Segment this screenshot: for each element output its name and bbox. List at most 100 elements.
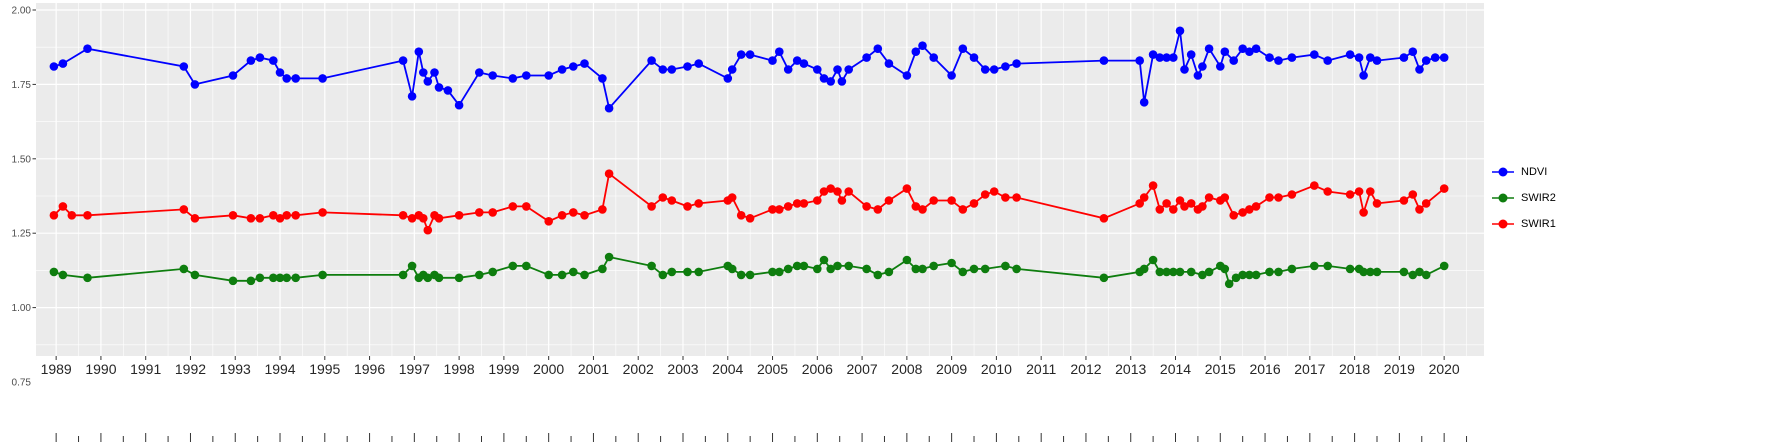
data-point-swir2 [873,270,883,280]
data-point-ndvi [291,74,301,83]
data-point-ndvi [1287,53,1297,62]
x-axis-label: 2005 [757,361,788,377]
data-point-swir1 [837,196,847,205]
data-point-ndvi [844,65,853,74]
x-axis-label: 2009 [936,361,967,377]
data-point-swir2 [423,273,433,283]
x-axis-label: 1996 [354,361,385,377]
data-point-ndvi [958,44,968,53]
data-point-ndvi [598,74,607,83]
data-point-ndvi [83,44,92,53]
x-axis-label: 1999 [488,361,519,377]
data-point-swir1 [423,225,433,235]
data-point-ndvi [980,65,990,74]
data-point-swir1 [488,208,498,217]
x-axis-label: 2014 [1160,361,1191,377]
data-point-ndvi [557,65,567,74]
data-point-ndvi [783,65,793,74]
data-point-swir1 [783,202,793,211]
data-point-swir1 [1238,208,1247,217]
data-point-swir1 [1265,193,1274,202]
data-point-swir1 [902,184,912,193]
data-point-swir1 [1099,214,1109,223]
data-point-swir2 [775,267,784,277]
data-point-ndvi [604,103,614,113]
data-point-swir1 [667,196,677,205]
data-point-swir2 [488,267,498,277]
data-point-swir2 [745,270,755,280]
x-axis-label: 2013 [1115,361,1146,377]
data-point-ndvi [902,71,912,80]
data-point-ndvi [398,56,408,65]
data-point-swir1 [1251,202,1261,211]
data-point-swir2 [1323,261,1332,271]
data-point-swir1 [407,214,417,223]
data-point-swir2 [833,261,842,271]
data-point-ndvi [488,71,498,80]
x-axis-label: 1995 [309,361,340,377]
data-point-ndvi [1220,47,1230,56]
data-point-swir1 [647,202,656,211]
data-point-swir1 [1372,199,1382,208]
data-point-swir2 [1148,255,1158,265]
data-point-swir2 [792,261,802,271]
data-point-swir1 [434,214,444,223]
data-point-swir2 [958,267,968,277]
data-point-swir2 [799,261,809,271]
data-point-ndvi [723,74,733,83]
x-axis-label: 1998 [444,361,475,377]
data-point-ndvi [1372,56,1382,65]
data-point-swir1 [1169,205,1178,214]
data-point-ndvi [414,47,424,56]
data-point-swir1 [1012,193,1021,202]
data-point-swir2 [522,261,531,271]
data-point-swir1 [1139,193,1149,202]
data-point-ndvi [1439,53,1449,62]
data-point-swir1 [1001,193,1010,202]
data-point-swir2 [1399,267,1409,277]
x-axis-label: 2004 [712,361,743,377]
data-point-swir1 [398,211,408,220]
data-point-swir1 [1274,193,1283,202]
x-axis-label: 2007 [847,361,878,377]
data-point-swir1 [1162,199,1171,208]
data-point-swir1 [67,211,77,220]
legend-key-icon [1492,219,1514,229]
data-point-swir2 [918,264,927,274]
data-point-swir1 [1415,205,1424,214]
data-point-ndvi [49,62,59,71]
data-point-ndvi [318,74,327,83]
data-point-swir1 [862,202,871,211]
data-point-swir2 [1231,273,1241,283]
data-point-swir1 [1229,211,1238,220]
data-point-ndvi [430,68,439,77]
x-axis-label: 2018 [1339,361,1370,377]
data-point-swir2 [1169,267,1178,277]
x-axis-label: 2020 [1429,361,1460,377]
data-point-ndvi [768,56,777,65]
data-point-swir1 [522,202,531,211]
data-point-ndvi [1366,53,1375,62]
data-point-swir2 [269,273,278,283]
data-point-ndvi [246,56,256,65]
y-axis-label: 2.00 [12,6,32,17]
data-point-swir2 [49,267,59,277]
data-point-ndvi [1421,56,1431,65]
data-point-swir2 [783,264,793,274]
x-axis-label: 1989 [41,361,72,377]
data-point-swir1 [658,193,668,202]
data-point-swir2 [1220,264,1230,274]
x-axis-label: 1993 [220,361,251,377]
data-point-swir1 [83,211,92,220]
data-point-swir1 [282,211,292,220]
data-point-swir2 [228,276,238,286]
data-point-swir1 [873,205,883,214]
data-point-ndvi [833,65,842,74]
data-point-swir2 [768,267,777,277]
data-point-swir2 [1265,267,1274,277]
data-point-ndvi [1430,53,1440,62]
data-point-swir1 [1198,202,1207,211]
data-point-swir1 [419,214,428,223]
data-point-ndvi [1169,53,1178,62]
